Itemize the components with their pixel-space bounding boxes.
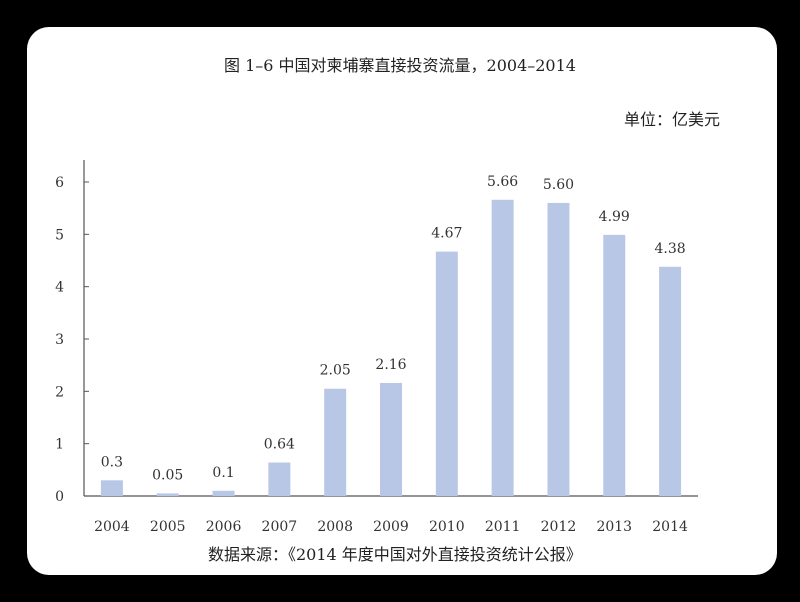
source-note: 数据来源：《2014 年度中国对外直接投资统计公报》 <box>208 545 582 564</box>
data-label-2007: 0.64 <box>264 437 295 453</box>
x-tick-label-2006: 2006 <box>206 519 242 535</box>
bar-2011 <box>491 199 514 496</box>
data-label-2013: 4.99 <box>599 209 630 225</box>
bar-2004 <box>100 480 123 496</box>
x-tick-label-2012: 2012 <box>541 519 577 535</box>
bar-2005 <box>156 493 179 496</box>
bar-2007 <box>268 462 291 496</box>
x-tick-label-2009: 2009 <box>373 519 409 535</box>
bar-2013 <box>603 234 626 496</box>
x-tick-label-2004: 2004 <box>94 519 130 535</box>
x-tick-label-2005: 2005 <box>150 519 186 535</box>
data-label-2014: 4.38 <box>655 241 686 257</box>
data-label-2004: 0.3 <box>101 454 123 470</box>
wechat-icon <box>678 557 692 570</box>
bar-2010 <box>435 251 458 496</box>
y-tick-label: 0 <box>55 489 64 505</box>
chart-title: 图 1–6 中国对柬埔寨直接投资流量，2004–2014 <box>224 56 576 75</box>
watermark: 华人志V <box>678 553 751 574</box>
y-tick-label: 1 <box>55 437 64 453</box>
x-tick-label-2013: 2013 <box>596 519 632 535</box>
data-label-2012: 5.60 <box>543 177 574 193</box>
bar-2009 <box>380 382 402 496</box>
x-tick-label-2007: 2007 <box>262 519 298 535</box>
x-tick-label-2011: 2011 <box>485 519 521 535</box>
data-label-2009: 2.16 <box>375 357 406 373</box>
unit-label: 单位：亿美元 <box>623 110 720 129</box>
data-label-2006: 0.1 <box>212 465 234 481</box>
bar-2008 <box>324 388 347 496</box>
data-label-2010: 4.67 <box>431 226 462 242</box>
y-tick-label: 2 <box>55 384 64 400</box>
y-tick-label: 5 <box>55 227 64 243</box>
y-tick-label: 3 <box>55 332 64 348</box>
y-tick-label: 4 <box>55 280 64 296</box>
data-label-2005: 0.05 <box>152 467 183 483</box>
bar-2014 <box>659 266 682 496</box>
y-tick-label: 6 <box>55 175 64 191</box>
watermark-text: 华人志V <box>696 555 752 573</box>
bar-2006 <box>212 490 235 496</box>
x-tick-label-2014: 2014 <box>652 519 688 535</box>
x-tick-label-2010: 2010 <box>429 519 465 535</box>
data-label-2008: 2.05 <box>320 363 351 379</box>
data-label-2011: 5.66 <box>487 174 518 190</box>
x-tick-label-2008: 2008 <box>317 519 353 535</box>
bar-2012 <box>547 202 570 496</box>
